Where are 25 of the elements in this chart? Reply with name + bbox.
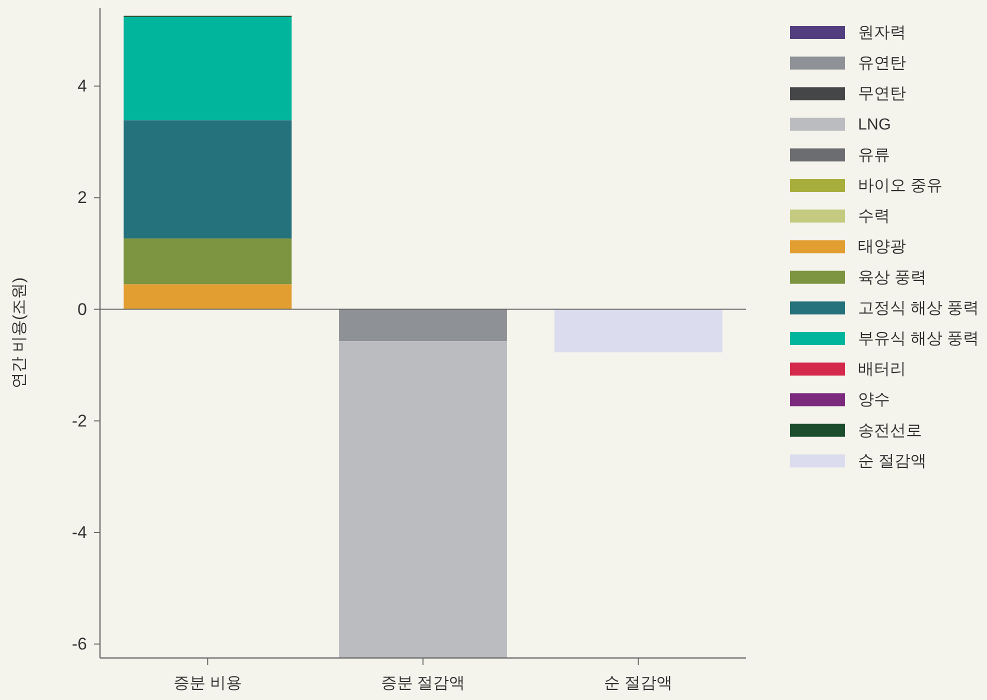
- x-tick-label: 증분 비용: [173, 675, 242, 692]
- legend-label: 고정식 해상 풍력: [858, 300, 979, 317]
- y-tick-label: 4: [78, 76, 87, 96]
- legend-label: 바이오 중유: [858, 178, 942, 194]
- legend-label: 부유식 해상 풍력: [858, 330, 979, 348]
- legend-label: 태양광: [858, 238, 906, 256]
- y-tick-label: -6: [72, 634, 87, 654]
- legend-label: 유류: [858, 146, 890, 164]
- legend-label: 유연탄: [858, 55, 906, 72]
- y-tick-label: -4: [72, 522, 87, 542]
- legend-label: 원자력: [858, 24, 906, 42]
- legend-label: 수력: [858, 208, 890, 226]
- y-axis-title: 연간 비용(조원): [11, 277, 28, 389]
- x-tick-label: 증분 절감액: [380, 675, 466, 692]
- legend-label: 순 절감액: [858, 452, 926, 470]
- y-tick-label: -2: [72, 411, 87, 430]
- x-tick-label: 순 절감액: [604, 675, 673, 692]
- legend-label: 배터리: [858, 361, 906, 378]
- legend-label: 무연탄: [858, 86, 906, 103]
- legend-label: 양수: [858, 392, 890, 409]
- y-tick-label: 2: [78, 188, 87, 208]
- legend-label: LNG: [858, 116, 891, 134]
- legend-label: 육상 풍력: [858, 269, 926, 286]
- legend-label: 송전선로: [858, 422, 922, 440]
- y-tick-label: 0: [78, 300, 87, 319]
